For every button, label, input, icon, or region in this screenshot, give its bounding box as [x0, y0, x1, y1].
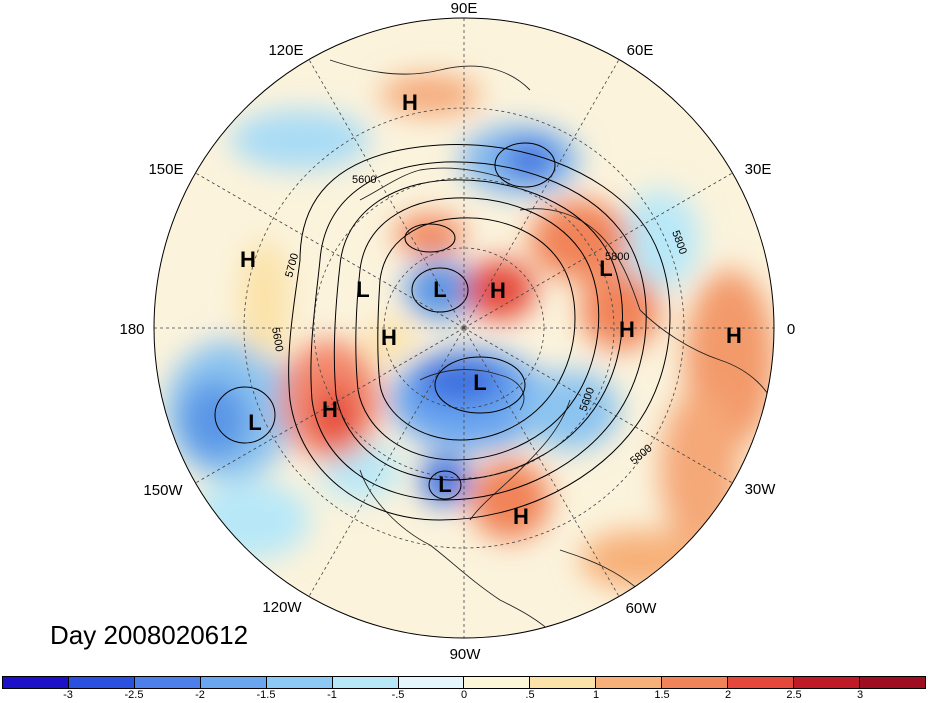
colorbar-tick: .5: [525, 689, 535, 701]
high-center: H: [513, 504, 529, 529]
colorbar-tick: 0: [460, 689, 468, 701]
graticule: [154, 18, 774, 638]
lon-label-90w: 90W: [450, 646, 482, 663]
colorbar-segment: [728, 677, 795, 688]
high-center: H: [381, 325, 397, 350]
lon-label-0: 0: [787, 321, 795, 338]
low-center: L: [248, 410, 261, 435]
colorbar-segment: [794, 677, 860, 688]
colorbar-tick-labels: -3 -2.5 -2 -1.5 -1 -.5 0 .5 1 1.5 2 2.5 …: [0, 689, 928, 703]
lon-label-30w: 30W: [745, 481, 777, 498]
high-center: H: [322, 397, 338, 422]
plot-title: Day 2008020612: [50, 620, 249, 650]
colorbar-tick: 3: [856, 689, 864, 701]
lon-label-60w: 60W: [626, 600, 658, 617]
low-center: L: [433, 277, 446, 302]
high-center: H: [490, 278, 506, 303]
colorbar-tick: 2.5: [786, 689, 802, 701]
colorbar-tick: -.5: [391, 689, 405, 701]
colorbar-tick: -2.5: [124, 689, 144, 701]
colorbar-tick: 2: [724, 689, 732, 701]
contour-label: 5600: [269, 326, 285, 352]
height-contours: [214, 142, 671, 521]
map-boundary: [153, 17, 775, 639]
colorbar-segment: [68, 677, 135, 688]
colorbar-tick: -3: [63, 689, 73, 701]
lon-label-60e: 60E: [627, 42, 654, 59]
colorbar: [2, 676, 926, 689]
lon-label-120e: 120E: [268, 42, 303, 59]
high-center: H: [240, 247, 256, 272]
colorbar-segment: [134, 677, 201, 688]
lon-label-120w: 120W: [262, 599, 302, 616]
colorbar-tick: -1: [327, 689, 337, 701]
colorbar-segment: [200, 677, 267, 688]
contour-label: 5800: [605, 251, 629, 263]
colorbar-tick: 1: [592, 689, 600, 701]
colorbar-segment: [332, 677, 399, 688]
lon-label-90e: 90E: [451, 0, 478, 17]
lon-label-150e: 150E: [148, 161, 183, 178]
coastlines: [329, 59, 774, 638]
low-center: L: [438, 472, 451, 497]
colorbar-tick: 1.5: [654, 689, 670, 701]
colorbar-tick: -1.5: [256, 689, 276, 701]
colorbar-segment: [596, 677, 663, 688]
low-center: L: [599, 256, 612, 281]
low-center: L: [356, 277, 369, 302]
lon-label-180: 180: [119, 321, 144, 338]
polar-map: 5600 5700 5800 5600 5800 5600 5800 H L H…: [119, 0, 795, 663]
lon-label-30e: 30E: [745, 161, 772, 178]
colorbar-segment: [662, 677, 729, 688]
high-center: H: [619, 317, 635, 342]
colorbar-segment: [266, 677, 333, 688]
high-center: H: [726, 323, 742, 348]
colorbar-segment: [3, 677, 69, 688]
longitude-labels: 90E 60E 30E 0 30W 60W 90W 120W 150W 180 …: [119, 0, 795, 663]
low-center: L: [473, 370, 486, 395]
high-center: H: [402, 90, 418, 115]
colorbar-segment: [530, 677, 597, 688]
colorbar-segment: [859, 677, 925, 688]
colorbar-tick: -2: [195, 689, 205, 701]
colorbar-segment: [398, 677, 465, 688]
colorbar-segment: [464, 677, 531, 688]
lon-label-150w: 150W: [143, 482, 183, 499]
contour-label: 5600: [352, 174, 376, 186]
pressure-centers: H L H L L H H L L H H L H H: [240, 90, 742, 529]
